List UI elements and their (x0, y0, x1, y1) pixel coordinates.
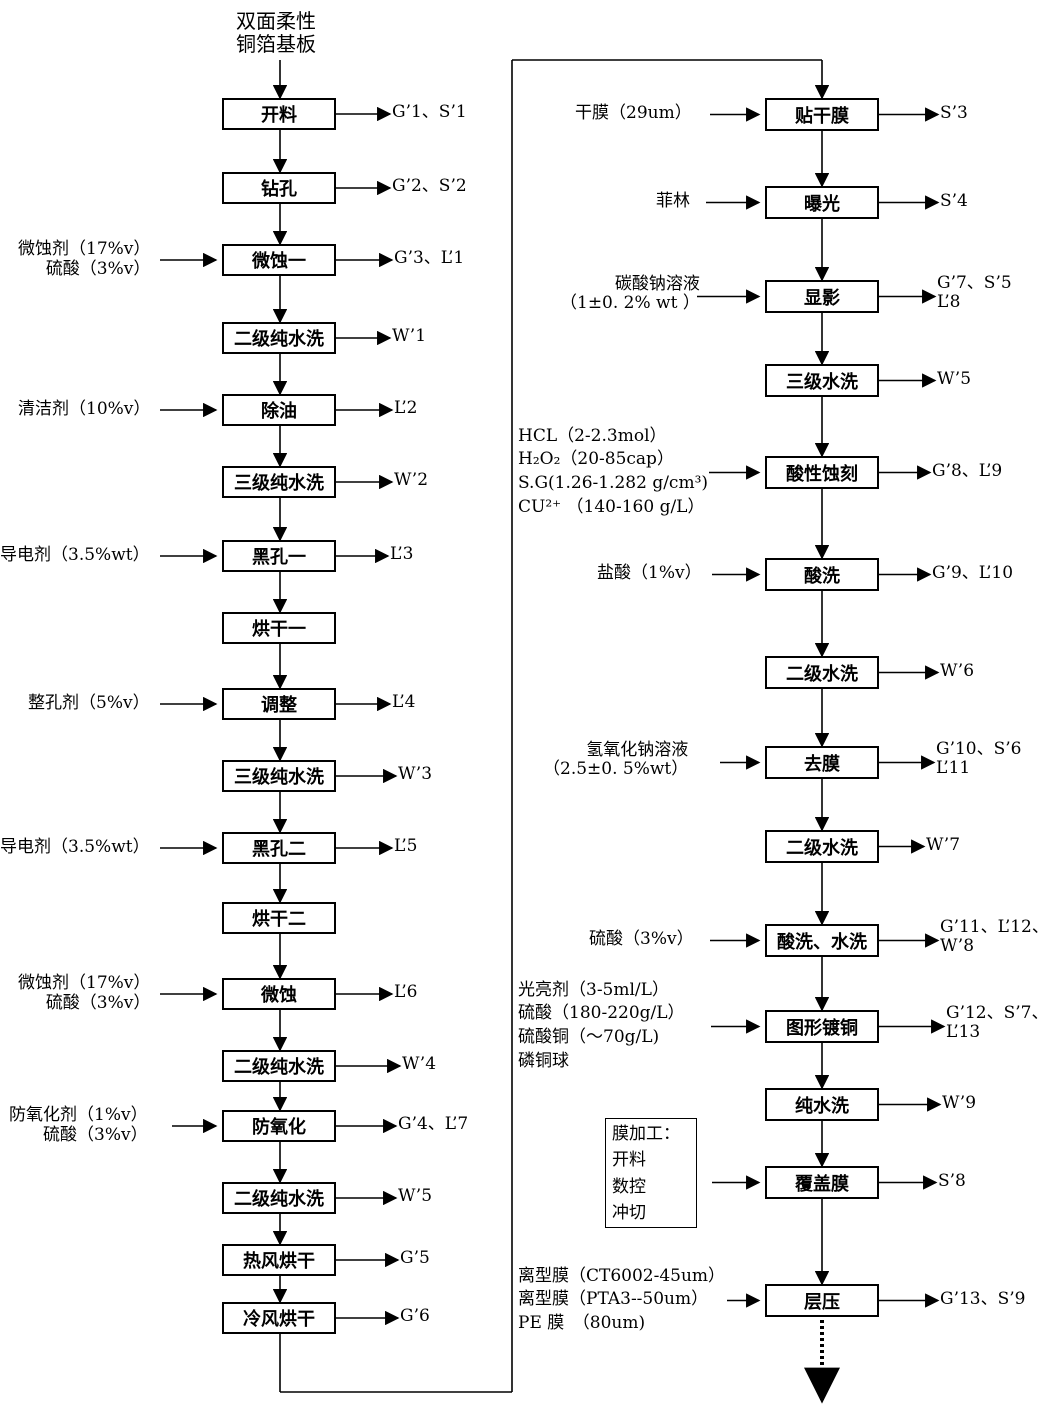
process-step-r11: 图形镀铜 (765, 1010, 879, 1043)
output-label-l15: G’4、L’7 (398, 1114, 469, 1134)
input-label-r3: 碳酸钠溶液 （1±0. 2% wt ） (560, 273, 700, 314)
process-step-l1: 开料 (222, 98, 336, 130)
process-step-r6: 酸洗 (765, 558, 879, 591)
process-step-l5: 除油 (222, 394, 336, 426)
output-label-r5: G’8、L’9 (932, 460, 1003, 481)
output-label-l9: L’4 (392, 692, 416, 712)
process-step-l14: 二级纯水洗 (222, 1050, 336, 1082)
input-label-l3: 微蚀剂（17%v） 硫酸（3%v） (18, 239, 151, 279)
process-step-l16: 二级纯水洗 (222, 1182, 336, 1214)
input-label-r11: 光亮剂（3-5ml/L） 硫酸（180-220g/L） 硫酸铜（～70g/L) … (518, 979, 685, 1071)
process-step-r7: 二级水洗 (765, 656, 879, 689)
process-step-r3: 显影 (765, 280, 879, 313)
process-step-r2: 曝光 (765, 186, 879, 219)
process-step-l17: 热风烘干 (222, 1244, 336, 1276)
output-label-l14: W’4 (402, 1054, 437, 1074)
start-material-label: 双面柔性 铜箔基板 (236, 9, 316, 56)
process-step-r8: 去膜 (765, 746, 879, 779)
input-label-r2: 菲林 (656, 190, 690, 211)
process-step-l11: 黑孔二 (222, 832, 336, 864)
process-step-r5: 酸性蚀刻 (765, 456, 879, 489)
input-label-l13: 微蚀剂（17%v） 硫酸（3%v） (18, 973, 151, 1013)
output-label-l13: L’6 (394, 982, 418, 1002)
output-label-r3: G’7、S’5 L’8 (937, 272, 1012, 313)
output-label-r13: S’8 (938, 1170, 966, 1191)
output-label-l5: L’2 (394, 398, 418, 418)
process-step-l18: 冷风烘干 (222, 1302, 336, 1334)
output-label-r8: G’10、S’6 L’11 (936, 738, 1022, 779)
input-label-r8: 氢氧化钠溶液 （2.5±0. 5%wt） (543, 739, 689, 780)
output-label-l4: W’1 (392, 326, 427, 346)
process-step-l7: 黑孔一 (222, 540, 336, 572)
input-label-l15: 防氧化剂（1%v） 硫酸（3%v） (9, 1105, 148, 1145)
output-label-l18: G’6 (400, 1306, 430, 1326)
output-label-l2: G’2、S’2 (392, 176, 467, 196)
output-label-l6: W’2 (394, 470, 429, 490)
output-label-l11: L’5 (394, 836, 418, 856)
output-label-r11: G’12、S’7、 L’13 (946, 1002, 1049, 1043)
process-step-l12: 烘干二 (222, 902, 336, 934)
process-step-l4: 二级纯水洗 (222, 322, 336, 354)
process-step-r4: 三级水洗 (765, 364, 879, 397)
output-label-l3: G’3、L’1 (394, 248, 465, 268)
process-step-l10: 三级纯水洗 (222, 760, 336, 792)
process-step-l9: 调整 (222, 688, 336, 720)
output-label-r6: G’9、L’10 (932, 562, 1014, 583)
input-label-r14: 离型膜（CT6002-45um） 离型膜（PTA3--50um） PE 膜 （8… (518, 1265, 726, 1334)
output-label-r7: W’6 (940, 660, 975, 681)
input-label-r10: 硫酸（3%v） (589, 928, 694, 949)
film-processing-note: 膜加工： 开料 数控 冲切 (605, 1118, 697, 1228)
output-label-l10: W’3 (398, 764, 433, 784)
output-label-l16: W’5 (398, 1186, 433, 1206)
output-label-r10: G’11、L’12、 W’8 (940, 916, 1049, 957)
process-step-r9: 二级水洗 (765, 830, 879, 863)
input-label-r5: HCL（2-2.3mol） H₂O₂（20-85cap） S.G(1.26-1.… (518, 425, 709, 517)
output-label-l17: G’5 (400, 1248, 430, 1268)
output-label-l7: L’3 (390, 544, 414, 564)
input-label-l7: 导电剂（3.5%wt） (0, 545, 150, 565)
input-label-l5: 清洁剂（10%v） (18, 399, 151, 419)
process-step-l3: 微蚀一 (222, 244, 336, 276)
process-step-r13: 覆盖膜 (765, 1166, 879, 1199)
input-label-r1: 干膜（29um） (575, 102, 692, 123)
process-step-l13: 微蚀 (222, 978, 336, 1010)
process-step-r10: 酸洗、水洗 (765, 924, 879, 957)
process-step-l6: 三级纯水洗 (222, 466, 336, 498)
output-label-r12: W’9 (942, 1092, 977, 1113)
process-step-r12: 纯水洗 (765, 1088, 879, 1121)
process-step-r14: 层压 (765, 1284, 879, 1317)
process-step-l15: 防氧化 (222, 1110, 336, 1142)
input-label-l9: 整孔剂（5%v） (28, 693, 150, 713)
output-label-l1: G’1、S’1 (392, 102, 467, 122)
output-label-r9: W’7 (926, 834, 961, 855)
process-step-r1: 贴干膜 (765, 98, 879, 131)
process-step-l8: 烘干一 (222, 612, 336, 644)
input-label-r6: 盐酸（1%v） (597, 562, 702, 583)
process-step-l2: 钻孔 (222, 172, 336, 204)
output-label-r4: W’5 (937, 368, 972, 389)
output-label-r1: S’3 (940, 102, 968, 123)
input-label-l11: 导电剂（3.5%wt） (0, 837, 150, 857)
output-label-r2: S’4 (940, 190, 968, 211)
output-label-r14: G’13、S’9 (940, 1288, 1026, 1309)
